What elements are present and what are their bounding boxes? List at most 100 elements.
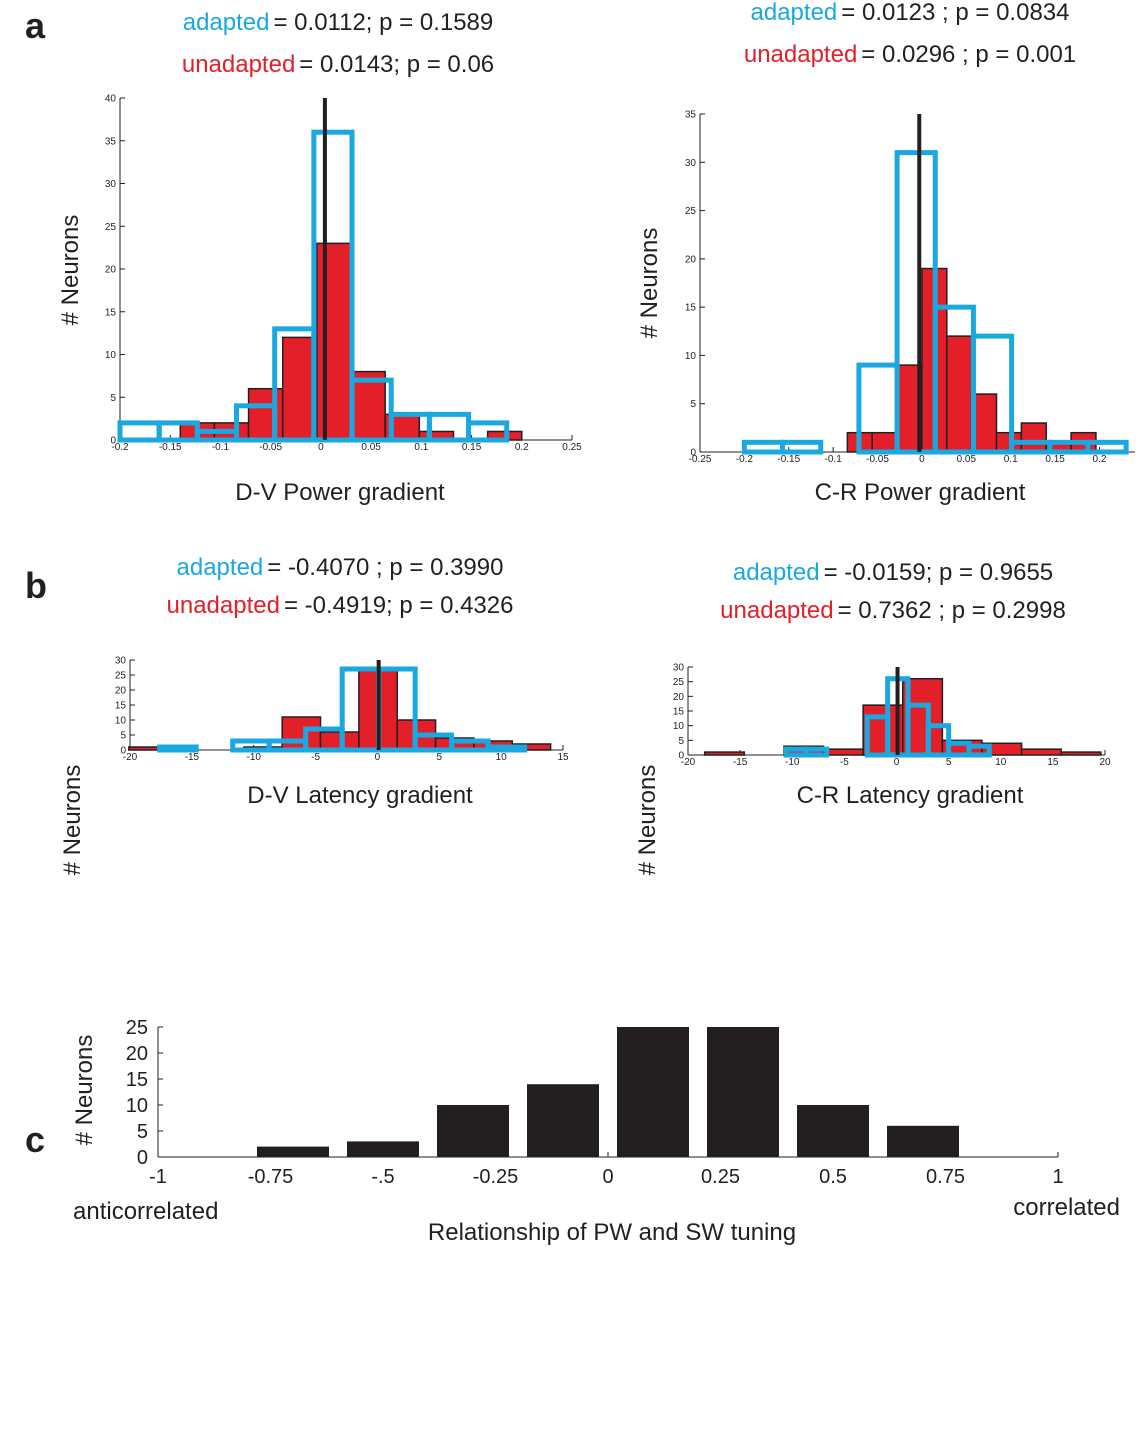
y-tick-label: 20 (673, 692, 685, 703)
x-tick-label: 0.25 (562, 442, 582, 453)
x-tick-label: -0.05 (259, 442, 282, 453)
x-tick-label: 0 (894, 757, 900, 768)
x-tick-label: -15 (185, 752, 200, 763)
y-tick-label: 20 (126, 1043, 148, 1065)
bar-outline (485, 744, 528, 753)
bar-outline (230, 738, 272, 753)
bar-outline (117, 420, 162, 443)
x-tick-label: 0.5 (819, 1166, 847, 1188)
y-tick-label: 40 (105, 94, 117, 105)
x-tick-label: -10 (246, 752, 261, 763)
x-tick-label: 0 (919, 454, 925, 465)
bar (707, 1027, 779, 1157)
series-name: adapted (751, 0, 838, 26)
bar (437, 1105, 509, 1157)
x-tick-label: 15 (1047, 757, 1059, 768)
bar (946, 335, 973, 453)
x-tick-label: 5 (946, 757, 952, 768)
x-tick-label: 0.05 (361, 442, 381, 453)
y-tick-label: 20 (105, 265, 117, 276)
x-tick-label: 0 (318, 442, 324, 453)
stat-line: adapted = 0.0112; p = 0.1589 (183, 9, 494, 36)
y-tick-label: 30 (673, 663, 685, 674)
y-tick-label: 20 (115, 686, 127, 697)
y-tick-label: 20 (685, 254, 697, 265)
x-tick-label: -0.25 (689, 454, 712, 465)
x-tick-label: 0 (602, 1166, 613, 1188)
bar (1020, 422, 1047, 453)
bar (822, 748, 864, 756)
x-tick-label: 0.25 (701, 1166, 740, 1188)
y-tick-label: 25 (126, 1017, 148, 1039)
y-axis-label: # Neurons (57, 215, 84, 326)
x-tick-label: 0 (375, 752, 381, 763)
y-tick-label: 15 (126, 1069, 148, 1091)
x-tick-label: -20 (123, 752, 138, 763)
series-name: unadapted (167, 592, 280, 619)
stat-line: adapted = 0.0123 ; p = 0.0834 (751, 0, 1070, 26)
x-tick-label: 0.15 (1045, 454, 1065, 465)
bar (347, 1141, 419, 1157)
stat-line: adapted = -0.0159; p = 0.9655 (733, 559, 1053, 586)
x-tick-label: -0.2 (736, 454, 754, 465)
x-tick-label: 20 (1099, 757, 1111, 768)
bar-outline (741, 439, 786, 455)
series-stat: = -0.4070 ; p = 0.3990 (267, 554, 503, 581)
bar (703, 751, 746, 756)
bar (527, 1084, 599, 1157)
y-tick-label: 0 (110, 436, 116, 447)
series-stat: = -0.4919; p = 0.4326 (284, 592, 514, 619)
y-tick-label: 25 (673, 677, 685, 688)
y-tick-label: 0 (137, 1147, 148, 1169)
y-tick-label: 5 (137, 1121, 148, 1143)
panel-label: b (25, 565, 47, 606)
series-name: adapted (733, 559, 820, 586)
series-name: unadapted (720, 597, 833, 624)
x-tick-label: -0.15 (777, 454, 800, 465)
y-tick-label: 5 (690, 399, 696, 410)
x-tick-label: -1 (149, 1166, 167, 1188)
bar-outline (966, 743, 992, 758)
x-axis-label: D-V Latency gradient (247, 782, 473, 809)
bar-outline (157, 744, 199, 753)
x-tick-label: -0.25 (473, 1166, 519, 1188)
y-tick-label: 30 (105, 179, 117, 190)
y-tick-label: 10 (105, 350, 117, 361)
x-tick-label: 15 (557, 752, 569, 763)
bar (281, 716, 322, 751)
x-tick-label: -5 (311, 752, 320, 763)
y-tick-label: 30 (685, 158, 697, 169)
x-tick-label: 0.1 (1004, 454, 1018, 465)
y-tick-label: 35 (685, 110, 697, 121)
x-axis-label: D-V Power gradient (235, 479, 445, 506)
series-name: adapted (183, 9, 270, 36)
bar-outline (894, 150, 938, 455)
y-tick-label: 15 (115, 701, 127, 712)
bar-outline (311, 129, 355, 443)
x-axis-label: Relationship of PW and SW tuning (428, 1219, 796, 1246)
y-tick-label: 35 (105, 136, 117, 147)
bar-outline (925, 723, 952, 758)
x-tick-label: -15 (733, 757, 748, 768)
y-axis-label: # Neurons (634, 765, 661, 876)
x-tick-label: -.5 (371, 1166, 394, 1188)
bar (887, 1125, 959, 1157)
series-stat: = -0.0159; p = 0.9655 (824, 559, 1054, 586)
y-tick-label: 10 (685, 351, 697, 362)
right-label: correlated (1013, 1194, 1120, 1221)
x-tick-label: 0.75 (926, 1166, 965, 1188)
x-tick-label: -0.05 (866, 454, 889, 465)
x-tick-label: 5 (437, 752, 443, 763)
y-tick-label: 5 (120, 731, 126, 742)
x-tick-label: 0.15 (462, 442, 482, 453)
stat-line: adapted = -0.4070 ; p = 0.3990 (177, 554, 504, 581)
y-tick-label: 5 (110, 393, 116, 404)
x-tick-label: 10 (995, 757, 1007, 768)
x-axis-label: C-R Power gradient (815, 479, 1026, 506)
bar (797, 1105, 869, 1157)
y-tick-label: 10 (115, 716, 127, 727)
bar-outline (1085, 439, 1129, 455)
x-tick-label: -0.2 (111, 442, 129, 453)
stat-line: unadapted = 0.0296 ; p = 0.001 (744, 41, 1076, 68)
